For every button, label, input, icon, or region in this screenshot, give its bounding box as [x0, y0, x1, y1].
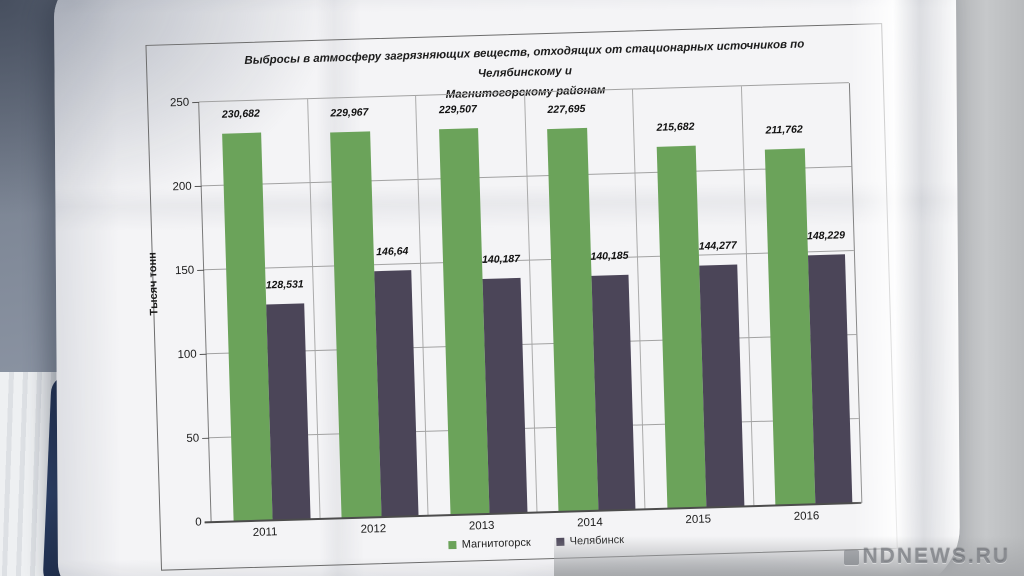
y-axis-title: Тысяч тонн: [146, 252, 161, 316]
bar-value-label: 229,507: [438, 103, 478, 117]
y-tick-mark-50: [202, 437, 210, 439]
y-tick-mark-200: [194, 185, 202, 188]
y-tick-label-250: 250: [169, 96, 190, 110]
x-axis-label-2011: 2011: [252, 526, 278, 539]
chart-title-line1: Выбросы в атмосферу загрязняющих веществ…: [244, 38, 805, 81]
legend-item-magnitogorsk: Магнитогорск: [448, 536, 531, 551]
y-tick-label-100: 100: [177, 348, 197, 362]
ndnews-logo-icon: [843, 549, 859, 565]
bar-value-label: 211,762: [765, 123, 803, 137]
bar-магнитогорск-2015: [656, 145, 707, 509]
x-axis-label-2016: 2016: [793, 510, 820, 523]
bar-челябинск-2012: [374, 269, 419, 518]
bar-group-2016: 211,762 148,229: [741, 83, 861, 506]
bar-челябинск-2011: [266, 303, 311, 521]
bar-value-label: 146,64: [376, 244, 409, 258]
x-axis-label-2015: 2015: [685, 513, 712, 527]
bar-chart: Выбросы в атмосферу загрязняющих веществ…: [145, 23, 898, 571]
y-tick-label-150: 150: [174, 264, 195, 278]
y-tick-mark-250: [192, 101, 200, 104]
bar-value-label: 140,185: [590, 249, 629, 263]
y-tick-mark-100: [199, 353, 207, 355]
x-axis-label-2014: 2014: [576, 516, 603, 530]
background-shadow-bottom-right: [554, 536, 1024, 576]
watermark-text: NDNEWS.RU: [862, 545, 1010, 568]
bar-group-2015: 215,682 144,277: [632, 86, 754, 510]
bar-groups: 230,682 128,531 229,967 146,64 229,507 140,18…: [199, 83, 861, 523]
bar-group-2011: 230,682 128,531: [199, 99, 321, 523]
bar-магнитогорск-2016: [764, 148, 816, 506]
printed-chart-paper: Выбросы в атмосферу загрязняющих веществ…: [53, 0, 961, 576]
y-tick-label-0: 0: [195, 516, 202, 529]
y-tick-mark-150: [197, 269, 205, 272]
bar-group-2014: 227,695 140,185: [524, 89, 646, 513]
bar-челябинск-2013: [482, 277, 528, 514]
bar-value-label: 140,187: [481, 252, 521, 266]
plot-area: 230,682 128,531 229,967 146,64 229,507 140,18…: [170, 82, 863, 529]
bar-магнитогорск-2011: [221, 133, 273, 522]
bar-value-label: 148,229: [806, 229, 846, 243]
bar-value-label: 144,277: [698, 239, 737, 253]
watermark: NDNEWS.RU: [843, 545, 1011, 569]
bar-value-label: 128,531: [265, 278, 304, 292]
bar-group-2013: 229,507 140,187: [416, 92, 537, 516]
y-tick-label-200: 200: [172, 180, 192, 194]
bar-челябинск-2016: [807, 254, 853, 505]
bar-магнитогорск-2014: [547, 128, 599, 512]
bar-value-label: 229,967: [330, 106, 369, 120]
bar-group-2012: 229,967 146,64: [307, 95, 429, 519]
legend-label-magnitogorsk: Магнитогорск: [461, 536, 531, 551]
bar-value-label: 230,682: [221, 108, 261, 122]
y-tick-label-50: 50: [186, 432, 200, 445]
x-axis-label-2012: 2012: [360, 523, 387, 536]
bar-магнитогорск-2013: [438, 128, 490, 516]
x-axis-label-2013: 2013: [468, 519, 495, 533]
bar-челябинск-2014: [591, 274, 636, 511]
legend-swatch-green-icon: [448, 540, 457, 550]
bar-value-label: 227,695: [547, 103, 586, 117]
bar-магнитогорск-2012: [330, 130, 382, 519]
bar-челябинск-2015: [699, 264, 745, 508]
bar-value-label: 215,682: [656, 120, 695, 134]
